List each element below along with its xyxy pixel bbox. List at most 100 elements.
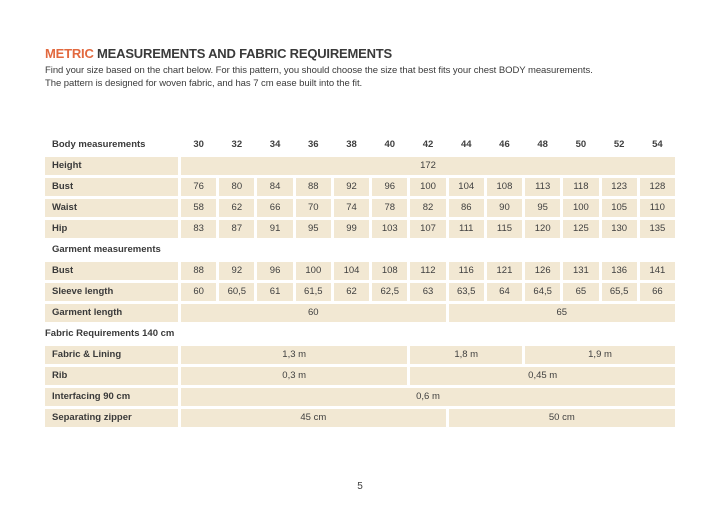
- value-cell: 82: [410, 199, 446, 217]
- value-cell: 96: [372, 178, 408, 196]
- value-cell: 125: [563, 220, 599, 238]
- row-label: Waist: [45, 199, 178, 217]
- value-cell: 111: [448, 220, 484, 238]
- value-cell: 64: [486, 283, 523, 301]
- row-label: Bust: [45, 178, 178, 196]
- intro-line-2: The pattern is designed for woven fabric…: [45, 78, 363, 89]
- value-cell: 38: [346, 139, 357, 150]
- row-label: Rib: [45, 367, 178, 385]
- value-cell: 1,3 m: [181, 346, 408, 364]
- value-cell: 126: [525, 262, 561, 280]
- value-cell: 1,9 m: [525, 346, 675, 364]
- value-cell: 135: [639, 220, 675, 238]
- value-cell: 103: [372, 220, 408, 238]
- value-cell: 141: [639, 262, 675, 280]
- value-cell: 65,5: [601, 283, 637, 301]
- value-cell: 108: [486, 178, 523, 196]
- row-label: Fabric & Lining: [45, 346, 178, 364]
- row-label: Bust: [45, 262, 178, 280]
- page-title: METRIC MEASUREMENTS AND FABRIC REQUIREME…: [45, 46, 675, 61]
- row-label: Separating zipper: [45, 409, 178, 427]
- value-cell: 92: [219, 262, 255, 280]
- value-cell: 0,3 m: [181, 367, 408, 385]
- table-row: Fabric & Lining 1,3 m 1,8 m 1,9 m: [45, 346, 675, 364]
- value-cell: 84: [257, 178, 293, 196]
- document-page: METRIC MEASUREMENTS AND FABRIC REQUIREME…: [45, 46, 675, 427]
- value-cell: 60,5: [219, 283, 255, 301]
- row-label: Garment length: [45, 304, 178, 322]
- value-cell: 36: [308, 139, 319, 150]
- size-chart-table: Body measurements 30 32 34 36 38 40 42 44 46 48 50 5…: [45, 136, 675, 427]
- value-cell: 65: [448, 304, 675, 322]
- value-cell: 63,5: [448, 283, 484, 301]
- value-cell: 96: [257, 262, 293, 280]
- value-cell: 123: [601, 178, 637, 196]
- value-cell: 118: [563, 178, 599, 196]
- page-number: 5: [357, 481, 363, 492]
- value-cell: 121: [486, 262, 523, 280]
- title-highlight: METRIC: [45, 46, 94, 61]
- table-row: Interfacing 90 cm 0,6 m: [45, 388, 675, 406]
- value-cell: 110: [639, 199, 675, 217]
- value-cell: 0,6 m: [181, 388, 675, 406]
- value-cell: 40: [384, 139, 396, 150]
- value-cell: 54: [652, 139, 663, 150]
- value-cell: 0,45 m: [410, 367, 675, 385]
- value-cell: 52: [613, 139, 625, 150]
- value-cell: 66: [257, 199, 293, 217]
- value-cell: 50 cm: [448, 409, 675, 427]
- value-cell: 45 cm: [181, 409, 446, 427]
- row-label: Hip: [45, 220, 178, 238]
- value-cell: 65: [563, 283, 599, 301]
- value-cell: 90: [486, 199, 523, 217]
- value-cell: 62: [219, 199, 255, 217]
- value-cell: 104: [448, 178, 484, 196]
- value-cell: 100: [410, 178, 446, 196]
- value-cell: 130: [601, 220, 637, 238]
- value-cell: 60: [181, 304, 446, 322]
- value-cell: 70: [295, 199, 331, 217]
- value-cell: 104: [333, 262, 370, 280]
- value-cell: 66: [639, 283, 675, 301]
- value-cell: 108: [372, 262, 408, 280]
- table-row: Bust 88 92 96 100 104 108 112 116 121 126 131 136 141: [45, 262, 675, 280]
- intro-text: Find your size based on the chart below.…: [45, 64, 675, 90]
- table-row: Separating zipper 45 cm 50 cm: [45, 409, 675, 427]
- table-row: Bust 76 80 84 88 92 96 100 104 108 113 118 123 128: [45, 178, 675, 196]
- value-cell: 44: [460, 139, 472, 150]
- section-header-row: Fabric Requirements 140 cm: [45, 325, 675, 343]
- table-row: Height 172: [45, 157, 675, 175]
- value-cell: 131: [563, 262, 599, 280]
- section-header-row: Garment measurements: [45, 241, 675, 259]
- value-cell: 63: [410, 283, 446, 301]
- value-cell: 88: [181, 262, 217, 280]
- value-cell: 100: [563, 199, 599, 217]
- row-label: Sleeve length: [45, 283, 178, 301]
- value-cell: 86: [448, 199, 484, 217]
- value-cell: 172: [181, 157, 675, 175]
- intro-line-1: Find your size based on the chart below.…: [45, 65, 593, 76]
- value-cell: 100: [295, 262, 331, 280]
- value-cell: 136: [601, 262, 637, 280]
- value-cell: 113: [525, 178, 561, 196]
- value-cell: 76: [181, 178, 217, 196]
- row-label: Body measurements: [52, 139, 146, 150]
- value-cell: 46: [499, 139, 510, 150]
- table-row: Garment length 60 65: [45, 304, 675, 322]
- value-cell: 34: [269, 139, 281, 150]
- value-cell: 83: [181, 220, 217, 238]
- value-cell: 105: [601, 199, 637, 217]
- value-cell: 112: [410, 262, 446, 280]
- table-row: Body measurements 30 32 34 36 38 40 42 44 46 48 50 5…: [45, 136, 675, 154]
- value-cell: 50: [575, 139, 587, 150]
- value-cell: 30: [193, 139, 204, 150]
- title-rest: MEASUREMENTS AND FABRIC REQUIREMENTS: [93, 46, 392, 61]
- value-cell: 87: [219, 220, 255, 238]
- value-cell: 1,8 m: [410, 346, 523, 364]
- value-cell: 74: [333, 199, 370, 217]
- table-row: Rib 0,3 m 0,45 m: [45, 367, 675, 385]
- table-row: Hip 83 87 91 95 99 103 107 111 115 120 125 130 135: [45, 220, 675, 238]
- table-row: Waist 58 62 66 70 74 78 82 86 90 95 100 105 110: [45, 199, 675, 217]
- value-cell: 107: [410, 220, 446, 238]
- row-label: Interfacing 90 cm: [45, 388, 178, 406]
